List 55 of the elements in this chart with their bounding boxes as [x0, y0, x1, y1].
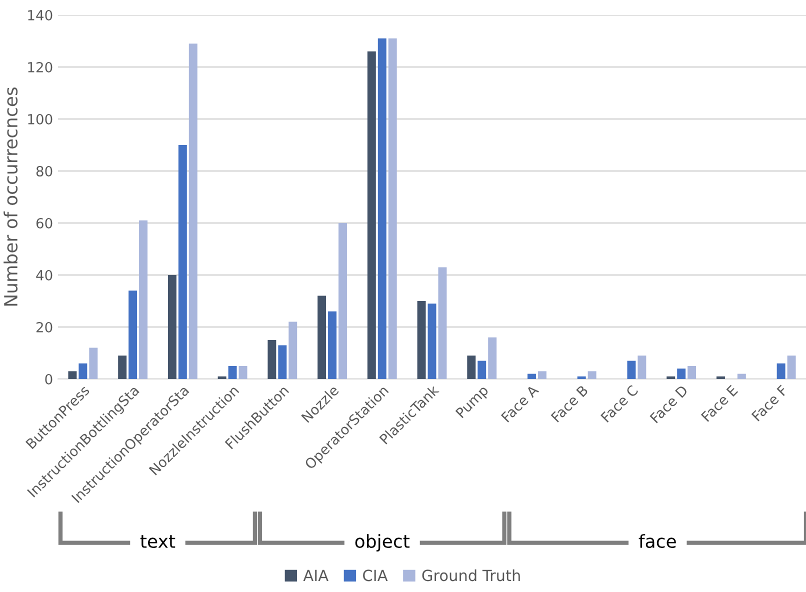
bar	[428, 304, 436, 379]
bar	[367, 51, 376, 379]
bar	[716, 376, 725, 379]
bar	[128, 290, 138, 379]
y-tick-label: 100	[28, 114, 52, 124]
bar	[318, 296, 326, 379]
y-tick-label: 60	[36, 218, 52, 228]
bar	[78, 363, 88, 379]
bar	[268, 340, 276, 379]
bar	[488, 337, 497, 379]
legend-label: AIA	[303, 570, 328, 581]
bar	[118, 356, 127, 379]
bar	[588, 371, 596, 379]
text: object	[355, 534, 410, 552]
bar	[388, 38, 397, 379]
bar	[787, 356, 796, 379]
bar	[737, 374, 746, 379]
bar	[328, 311, 337, 379]
bar	[288, 322, 298, 379]
bar	[677, 368, 686, 379]
bar	[666, 376, 676, 379]
bar	[188, 44, 198, 379]
bar	[378, 38, 386, 379]
bar	[68, 371, 77, 379]
bar	[638, 356, 646, 379]
bar	[178, 145, 187, 379]
legend-label: CIA	[363, 570, 388, 582]
bar	[139, 220, 148, 379]
y-tick-label: 0	[45, 374, 52, 384]
bar	[238, 366, 248, 379]
bar	[467, 356, 476, 379]
bar	[627, 360, 636, 379]
bar	[417, 301, 426, 379]
bar	[168, 275, 176, 379]
y-axis-title: Number of occurrecnces	[4, 87, 18, 306]
bar	[538, 371, 546, 379]
bar	[89, 348, 98, 379]
bar	[228, 366, 237, 379]
y-tick-label: 40	[36, 270, 52, 280]
bar	[278, 345, 287, 379]
y-tick-label: 80	[36, 166, 52, 176]
bar	[688, 366, 696, 379]
bar	[577, 376, 586, 379]
bar	[478, 360, 486, 379]
legend-label: Ground Truth	[422, 569, 520, 582]
y-tick-label: 140	[28, 10, 52, 20]
bar	[438, 267, 447, 379]
y-tick-label: 120	[28, 62, 52, 72]
y-tick-label: 20	[36, 322, 52, 332]
text: face	[638, 534, 676, 548]
bar	[527, 374, 536, 379]
bar	[218, 376, 226, 379]
bar	[776, 363, 786, 379]
bar	[338, 223, 347, 379]
text: text	[140, 535, 176, 548]
